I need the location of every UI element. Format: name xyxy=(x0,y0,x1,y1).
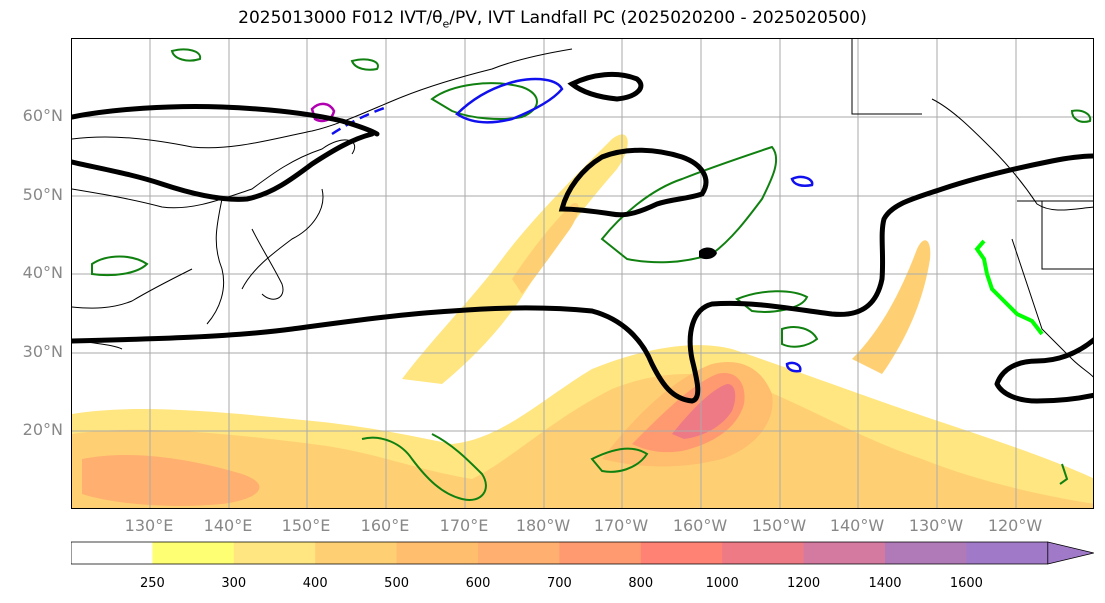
colorbar-segment xyxy=(478,542,560,564)
lon-label-150e: 150°E xyxy=(281,516,331,535)
pv-contours xyxy=(91,48,1092,501)
colorbar-segment xyxy=(152,542,235,564)
coastlines xyxy=(72,39,1093,378)
colorbar-tick-label: 800 xyxy=(628,576,654,591)
lon-label-140e: 140°E xyxy=(203,516,253,535)
colorbar-tick-label: 600 xyxy=(465,576,491,591)
colorbar-tick-label: 500 xyxy=(384,576,410,591)
ivt-plume xyxy=(402,134,628,384)
lat-label-40n: 40°N xyxy=(22,263,63,282)
colorbar-segment xyxy=(885,542,967,564)
ivt-band-south-2 xyxy=(72,374,1093,508)
map-canvas xyxy=(72,39,1093,508)
colorbar-segment xyxy=(640,542,723,564)
ivt-band-south-3 xyxy=(82,454,260,506)
ivt-core-inner xyxy=(672,384,736,439)
colorbar-outline xyxy=(71,541,1048,565)
colorbar-segment xyxy=(71,542,153,564)
colorbar-tick-label: 700 xyxy=(546,576,572,591)
lon-label-140w: 140°W xyxy=(829,516,885,535)
black-low-marker xyxy=(699,247,717,260)
colorbar-tick-label: 1000 xyxy=(705,576,739,591)
chart-title: 2025013000 F012 IVT/θe/PV, IVT Landfall … xyxy=(238,8,867,31)
colorbar xyxy=(71,541,1094,565)
magenta-contour xyxy=(310,102,336,123)
lon-label-180w: 180°W xyxy=(515,516,571,535)
colorbar-tick-label: 1600 xyxy=(949,576,983,591)
colorbar-segment xyxy=(966,542,1049,564)
colorbar-extend-arrow xyxy=(1047,541,1094,565)
lat-label-30n: 30°N xyxy=(22,342,63,361)
ivt-plume-inner xyxy=(512,203,579,294)
lon-label-170e: 170°E xyxy=(439,516,489,535)
colorbar-segment xyxy=(233,542,316,564)
ivt-shading xyxy=(72,134,1093,508)
theta-e-contours xyxy=(331,77,814,373)
lon-label-160e: 160°E xyxy=(360,516,410,535)
lon-label-170w: 170°W xyxy=(593,516,649,535)
colorbar-tick-label: 1400 xyxy=(868,576,902,591)
lat-label-50n: 50°N xyxy=(22,185,63,204)
colorbar-segment xyxy=(396,542,479,564)
lat-label-20n: 20°N xyxy=(22,420,63,439)
landfall-coast-segment xyxy=(974,239,1044,336)
colorbar-tick-label: 250 xyxy=(139,576,165,591)
colorbar-segment xyxy=(803,542,886,564)
lon-label-160w: 160°W xyxy=(672,516,728,535)
lon-label-130w: 130°W xyxy=(908,516,964,535)
graticule xyxy=(72,39,1093,508)
colorbar-segment xyxy=(722,542,805,564)
colorbar-tick-label: 300 xyxy=(221,576,247,591)
lon-label-120w: 120°W xyxy=(987,516,1043,535)
lon-label-130e: 130°E xyxy=(124,516,174,535)
colorbar-tick-label: 1200 xyxy=(787,576,821,591)
map-panel xyxy=(71,38,1094,509)
colorbar-tick-label: 400 xyxy=(302,576,328,591)
lat-label-60n: 60°N xyxy=(22,106,63,125)
colorbar-segment xyxy=(559,542,642,564)
colorbar-segment xyxy=(315,542,398,564)
thick-contours xyxy=(72,72,1093,404)
lon-label-150w: 150°W xyxy=(751,516,807,535)
